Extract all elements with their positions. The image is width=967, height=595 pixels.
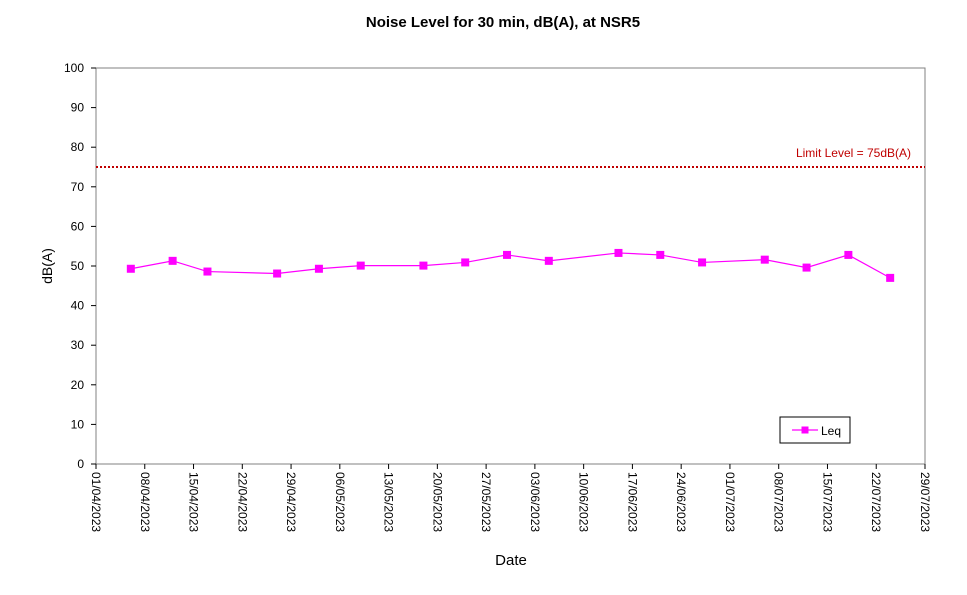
data-point: [273, 269, 282, 278]
x-tick-label: 24/06/2023: [674, 472, 688, 532]
x-tick-label: 01/04/2023: [89, 472, 103, 532]
x-tick-label: 01/07/2023: [723, 472, 737, 532]
x-tick-label: 22/04/2023: [235, 472, 249, 532]
x-tick-label: 03/06/2023: [528, 472, 542, 532]
y-tick-label: 60: [71, 219, 85, 233]
data-point: [698, 258, 707, 267]
y-tick-label: 0: [77, 457, 84, 471]
y-tick-label: 50: [71, 259, 85, 273]
x-tick-label: 10/06/2023: [577, 472, 591, 532]
data-point: [168, 256, 177, 265]
y-axis-label: dB(A): [39, 248, 55, 284]
data-point: [844, 250, 853, 259]
x-tick-label: 08/04/2023: [138, 472, 152, 532]
x-tick-label: 22/07/2023: [869, 472, 883, 532]
chart-title: Noise Level for 30 min, dB(A), at NSR5: [366, 14, 640, 31]
data-point: [614, 248, 623, 257]
x-tick-label: 29/04/2023: [284, 472, 298, 532]
data-point: [503, 250, 512, 259]
data-point: [356, 261, 365, 270]
x-tick-label: 06/05/2023: [333, 472, 347, 532]
x-tick-label: 08/07/2023: [772, 472, 786, 532]
legend-label: Leq: [821, 424, 841, 438]
data-point: [886, 273, 895, 282]
y-tick-label: 20: [71, 378, 85, 392]
data-point: [760, 255, 769, 264]
y-tick-label: 40: [71, 299, 85, 313]
data-point: [203, 267, 212, 276]
limit-label: Limit Level = 75dB(A): [796, 146, 911, 160]
y-tick-label: 100: [64, 61, 84, 75]
x-tick-label: 13/05/2023: [382, 472, 396, 532]
y-tick-label: 30: [71, 338, 85, 352]
x-tick-label: 27/05/2023: [479, 472, 493, 532]
legend-marker: [801, 426, 809, 434]
y-tick-label: 70: [71, 180, 85, 194]
data-point: [314, 264, 323, 273]
x-tick-label: 15/07/2023: [820, 472, 834, 532]
y-tick-label: 10: [71, 417, 85, 431]
x-axis-label: Date: [495, 552, 527, 569]
data-point: [461, 258, 470, 267]
data-point: [419, 261, 428, 270]
x-tick-label: 20/05/2023: [430, 472, 444, 532]
data-point: [126, 264, 135, 273]
y-tick-label: 90: [71, 101, 85, 115]
x-tick-label: 29/07/2023: [918, 472, 932, 532]
y-tick-label: 80: [71, 140, 85, 154]
data-point: [656, 250, 665, 259]
x-tick-label: 15/04/2023: [187, 472, 201, 532]
data-point: [802, 263, 811, 272]
data-point: [544, 256, 553, 265]
x-tick-label: 17/06/2023: [625, 472, 639, 532]
